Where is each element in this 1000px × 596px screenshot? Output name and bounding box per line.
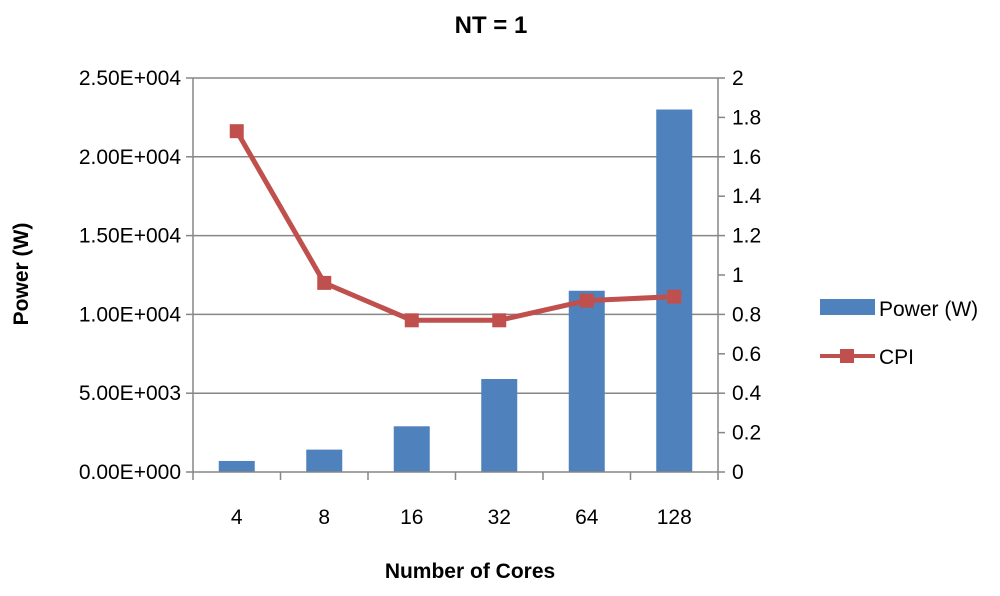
cpi-marker-16 [404, 313, 419, 328]
x-tick-label: 4 [231, 506, 243, 529]
legend-swatch-power [820, 299, 875, 315]
y-left-tick-label: 0.00E+000 [79, 461, 181, 484]
cpi-marker-4 [229, 124, 244, 139]
bar-series [218, 109, 693, 473]
y-left-tick-label: 5.00E+003 [79, 382, 181, 405]
y-right-tick-label: 1 [732, 264, 744, 287]
y-right-tick-label: 1.8 [732, 106, 761, 129]
x-tick-label: 128 [657, 506, 692, 529]
y-right-tick-label: 0.2 [732, 422, 761, 445]
y-right-tick-label: 0.6 [732, 343, 761, 366]
y-axis-title: Power (W) [10, 223, 33, 326]
y-left-tick-label: 1.50E+004 [79, 225, 182, 248]
y-right-tick-label: 1.4 [732, 185, 762, 208]
y-right-tick-label: 0.4 [732, 382, 762, 405]
cpi-marker-8 [317, 275, 332, 290]
y-left-tick-label: 1.00E+004 [79, 303, 182, 326]
chart-title: NT = 1 [455, 12, 528, 39]
cpi-marker-128 [667, 289, 682, 304]
bar-power-16 [393, 426, 430, 472]
cpi-line [234, 129, 675, 323]
line-series [229, 124, 682, 328]
y-right-tick-label: 1.6 [732, 146, 761, 169]
x-tick-label: 32 [488, 506, 511, 529]
legend: Power (W) CPI [820, 298, 978, 369]
x-tick-label: 8 [318, 506, 330, 529]
legend-label-cpi: CPI [879, 346, 914, 369]
bar-power-32 [481, 379, 518, 472]
grid-lines [193, 77, 718, 394]
y-left-tick-label: 2.50E+004 [79, 67, 182, 90]
y-right-tick-label: 0.8 [732, 303, 761, 326]
x-axis-title: Number of Cores [385, 560, 555, 583]
bar-power-64 [568, 290, 605, 472]
bar-power-4 [218, 460, 255, 472]
y-left-tick-label: 2.00E+004 [79, 146, 182, 169]
tick-labels: 0.00E+000 5.00E+003 1.00E+004 1.50E+004 2.00… [79, 67, 762, 529]
legend-marker-cpi [840, 349, 854, 363]
bar-power-8 [306, 449, 343, 472]
y-right-tick-label: 2 [732, 67, 744, 90]
cpi-marker-64 [579, 293, 594, 308]
axes [186, 77, 725, 480]
y-right-tick-label: 1.2 [732, 225, 761, 248]
y-right-tick-label: 0 [732, 461, 744, 484]
x-tick-label: 16 [400, 506, 423, 529]
legend-label-power: Power (W) [879, 298, 978, 321]
x-tick-label: 64 [575, 506, 599, 529]
cpi-marker-32 [492, 313, 507, 328]
